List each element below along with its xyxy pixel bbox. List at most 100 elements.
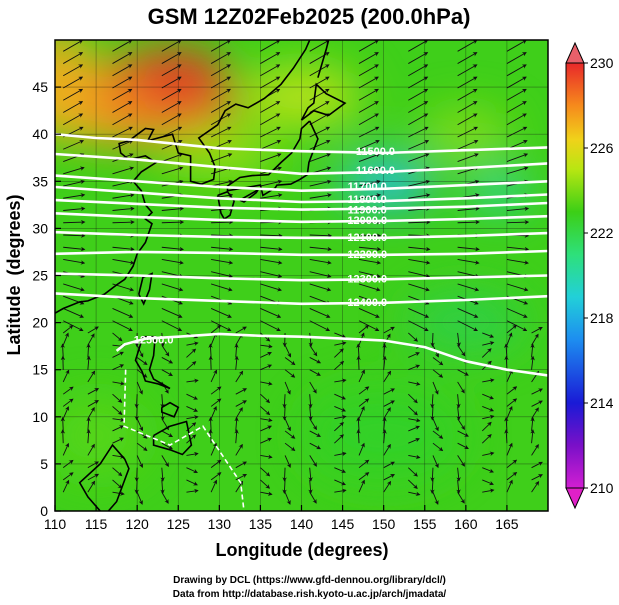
contour-label-7: 12200.0: [347, 249, 387, 261]
streamline-65: [186, 451, 199, 457]
streamline-387: [408, 193, 431, 199]
streamline-267: [235, 326, 247, 334]
streamline-245: [186, 341, 199, 346]
streamline-342: [161, 246, 184, 252]
streamline-172: [358, 386, 370, 395]
colorbar-tick-label-230: 230: [590, 55, 614, 71]
streamline-401: [112, 166, 135, 175]
streamline-310: [63, 283, 85, 292]
streamline-436: [358, 126, 380, 138]
streamline-259: [531, 333, 539, 346]
coast-borneo: [78, 443, 130, 511]
streamline-186: [210, 369, 218, 383]
streamline-47: [235, 461, 247, 469]
y-tick-label-30: 30: [32, 220, 48, 236]
streamline-261: [87, 326, 99, 334]
streamline-130: [309, 418, 317, 431]
streamline-230: [309, 357, 322, 364]
streamline-115: [432, 430, 444, 439]
streamline-207: [234, 355, 239, 370]
streamline-53: [383, 461, 395, 469]
streamline-480: [62, 64, 84, 77]
streamline-412: [161, 153, 184, 162]
streamline-494: [260, 52, 281, 64]
colorbar-tick-label-210: 210: [590, 480, 614, 496]
streamline-482: [161, 64, 182, 77]
streamline-239: [530, 343, 535, 358]
streamline-453: [210, 101, 232, 113]
streamline-165: [186, 393, 198, 400]
streamline-343: [211, 246, 234, 252]
streamline-79: [531, 444, 539, 456]
streamline-70: [309, 455, 317, 467]
streamline-457: [408, 101, 429, 113]
colorbar-ticks: 210 214 218 222 226 230: [584, 55, 614, 496]
coast-kamchatka-south: [433, 40, 434, 41]
contour-label-8: 12300.0: [347, 273, 387, 285]
contour-label-0: 11500.0: [356, 146, 395, 158]
streamline-61: [87, 443, 95, 456]
streamline-279: [531, 327, 543, 334]
streamline-175: [430, 394, 435, 409]
streamline-178: [506, 386, 518, 395]
streamline-154: [408, 406, 418, 416]
streamline-273: [383, 326, 395, 334]
streamline-51: [334, 467, 346, 473]
streamline-313: [210, 283, 233, 292]
streamline-31: [334, 479, 346, 486]
streamline-99: [530, 429, 535, 444]
streamline-414: [260, 153, 282, 162]
streamline-290: [63, 308, 84, 318]
streamline-3: [136, 491, 143, 505]
streamline-37: [482, 479, 494, 486]
streamline-476: [358, 76, 379, 89]
streamline-426: [358, 139, 380, 150]
streamline-237: [481, 348, 492, 358]
streamline-477: [408, 76, 429, 89]
streamline-30: [308, 479, 313, 494]
streamline-215: [432, 369, 444, 378]
boundary-dashed: [123, 369, 245, 511]
streamline-129: [284, 418, 291, 432]
contour-11900: [55, 198, 548, 211]
x-tick-label-145: 145: [331, 516, 355, 532]
streamline-225: [186, 348, 197, 358]
streamline-170: [308, 394, 313, 409]
streamline-145: [186, 406, 199, 412]
streamline-344: [260, 246, 283, 252]
streamline-16: [457, 491, 465, 504]
streamline-275: [430, 332, 435, 348]
contour-label-5: 12000.0: [347, 215, 387, 227]
streamline-367: [408, 219, 431, 225]
streamline-177: [482, 393, 494, 400]
streamline-159: [531, 400, 543, 407]
chart-title: GSM 12Z02Feb2025 (200.0hPa): [148, 4, 471, 29]
streamline-474: [260, 76, 281, 89]
temperature-blob-5: [55, 40, 83, 138]
streamline-73: [383, 443, 391, 456]
streamline-229: [284, 357, 296, 366]
streamline-77: [482, 451, 495, 456]
streamline-208: [260, 364, 273, 371]
streamline-260: [62, 325, 74, 334]
streamline-57: [482, 467, 494, 473]
streamline-85: [186, 434, 197, 444]
streamline-95: [432, 442, 444, 452]
height-contours: [55, 132, 548, 377]
streamline-171: [334, 393, 346, 400]
streamline-293: [210, 308, 232, 318]
streamline-356: [359, 233, 382, 238]
streamline-160: [62, 386, 74, 395]
streamline-393: [211, 179, 233, 187]
streamline-241: [87, 333, 95, 346]
streamline-316: [358, 283, 381, 292]
streamline-211: [334, 360, 345, 371]
streamline-298: [457, 308, 479, 318]
streamline-499: [506, 52, 527, 64]
streamline-468: [457, 88, 478, 101]
streamline-86: [208, 429, 213, 444]
streamline-277: [482, 332, 495, 338]
contour-labels: 11500.0 11600.0 11700.011800.011900.012000…: [134, 146, 395, 346]
streamline-456: [358, 101, 379, 113]
contour-11600: [55, 152, 548, 176]
